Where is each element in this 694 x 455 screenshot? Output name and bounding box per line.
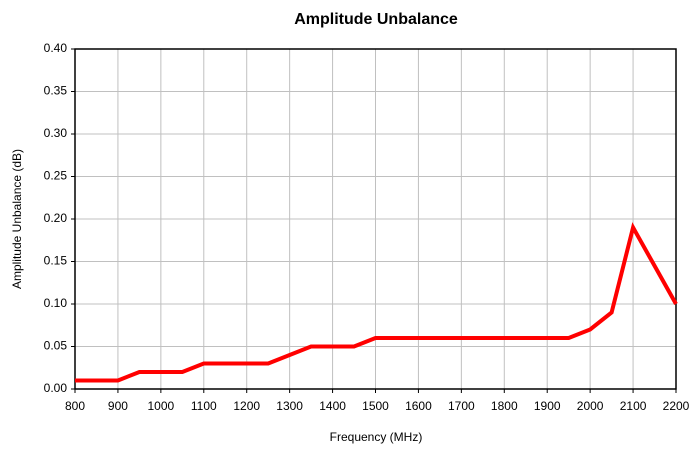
x-tick-label: 2100 (620, 399, 647, 413)
y-tick-label: 0.10 (44, 296, 68, 310)
x-tick-label: 1800 (491, 399, 518, 413)
x-tick-label: 1100 (191, 399, 217, 413)
x-tick-label: 1500 (362, 399, 389, 413)
y-tick-label: 0.40 (44, 41, 68, 55)
x-tick-label: 1700 (448, 399, 475, 413)
y-tick-label: 0.05 (44, 339, 68, 353)
y-tick-label: 0.30 (44, 126, 68, 140)
x-tick-label: 1600 (405, 399, 432, 413)
y-tick-label: 0.20 (44, 211, 68, 225)
data-line (75, 222, 678, 383)
y-tick-label: 0.00 (44, 381, 68, 395)
x-tick-label: 1400 (319, 399, 346, 413)
y-axis-label: Amplitude Unbalance (dB) (10, 149, 24, 289)
x-tick-label: 2200 (663, 399, 690, 413)
y-tick-label: 0.25 (44, 169, 68, 183)
x-axis-label: Frequency (MHz) (330, 430, 423, 444)
x-tick-label: 800 (65, 399, 85, 413)
chart-title: Amplitude Unbalance (294, 11, 458, 28)
plot-border (74, 48, 677, 390)
x-tick-label: 1300 (276, 399, 303, 413)
x-tick-label: 1900 (534, 399, 561, 413)
y-tick-label: 0.15 (44, 254, 68, 268)
x-tick-label: 2000 (577, 399, 604, 413)
x-tick-label: 1200 (233, 399, 260, 413)
y-tick-label: 0.35 (44, 84, 68, 98)
x-tick-label: 1000 (148, 399, 175, 413)
x-tick-label: 900 (108, 399, 128, 413)
